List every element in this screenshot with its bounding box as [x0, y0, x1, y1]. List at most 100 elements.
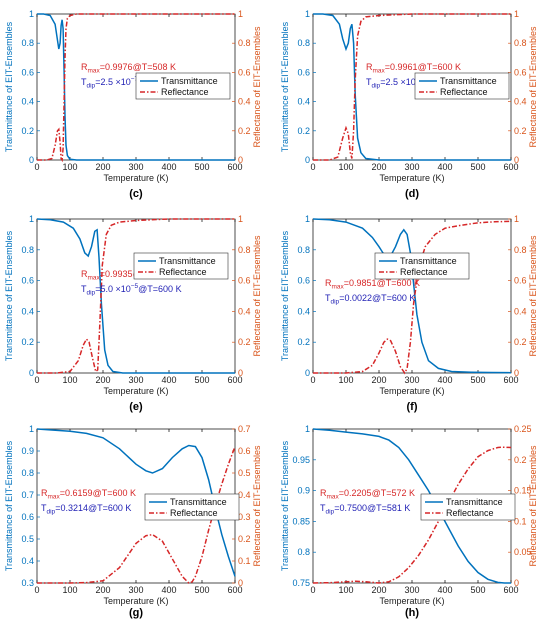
x-tick-label: 0: [310, 585, 315, 595]
x-tick-label: 300: [128, 162, 143, 172]
y-tick-label: 0.6: [21, 67, 34, 77]
tdip-prefix: T: [41, 503, 47, 513]
x-tick-label: 200: [95, 162, 110, 172]
rmax-annotation: Rmax=0.9851@T=600 K: [325, 278, 420, 291]
tdip-prefix: T: [325, 293, 331, 303]
x-axis-label: Temperature (K): [379, 596, 444, 606]
legend-reflectance-label: Reflectance: [440, 87, 488, 97]
panel-caption: (e): [129, 401, 143, 413]
rmax-prefix: R: [325, 278, 332, 288]
chart-panel: 0 100 200 300 400 500 60000.20.40.60.8100.20.4…: [280, 9, 538, 200]
plot-frame: [312, 218, 512, 374]
y2-tick-label: 0.2: [514, 455, 527, 465]
x-tick-label: 0: [34, 162, 39, 172]
x-tick-label: 200: [371, 375, 386, 385]
x-axis-label: Temperature (K): [103, 386, 168, 396]
y2-tick-label: 0.5: [238, 468, 251, 478]
legend-box: [144, 493, 240, 521]
y-tick-label: 0.9: [21, 446, 34, 456]
x-tick-label: 300: [404, 585, 419, 595]
x-tick-label: 200: [95, 375, 110, 385]
rmax-prefix: R: [320, 488, 327, 498]
y-tick-label: 0.2: [297, 126, 310, 136]
x-tick-label: 600: [227, 585, 242, 595]
y-axis-label: Transmittance of EIT-Ensembles: [280, 230, 290, 361]
tdip-text: =5.0 ×10: [95, 284, 131, 294]
y2-axis-label: Reflectance of EIT-Ensembles: [528, 26, 538, 148]
panel-caption: (g): [129, 607, 143, 619]
y2-tick-label: 0.8: [514, 38, 527, 48]
y-tick-label: 0.5: [21, 534, 34, 544]
y-tick-label: 0: [305, 155, 310, 165]
y2-tick-label: 0.3: [238, 512, 251, 522]
y-axis-label: Transmittance of EIT-Ensembles: [280, 440, 290, 571]
y2-tick-label: 0.2: [238, 534, 251, 544]
legend-box: [414, 72, 510, 100]
x-tick-label: 600: [503, 375, 518, 385]
legend-transmittance-label: Transmittance: [440, 76, 497, 86]
y2-tick-label: 0: [514, 368, 519, 378]
x-tick-label: 500: [194, 375, 209, 385]
tdip-prefix: T: [366, 77, 372, 87]
x-tick-label: 200: [371, 585, 386, 595]
y-tick-label: 0.8: [297, 38, 310, 48]
y-tick-label: 1: [305, 9, 310, 19]
tdip-exponent: −7: [131, 76, 139, 83]
y2-tick-label: 0.15: [514, 486, 532, 496]
chart-panel: 0 100 200 300 400 500 60000.20.40.60.8100.20.4…: [280, 214, 538, 413]
rmax-annotation: Rmax=0.9976@T=508 K: [81, 62, 176, 75]
tdip-prefix: T: [81, 284, 87, 294]
y2-axis-label: Reflectance of EIT-Ensembles: [252, 26, 262, 148]
rmax-prefix: R: [81, 269, 88, 279]
transmittance-line: [36, 218, 235, 374]
rmax-sub: max: [88, 275, 101, 282]
legend-box: [135, 72, 231, 100]
tdip-post: @T=600 K: [138, 284, 181, 294]
y-tick-label: 0.6: [297, 67, 310, 77]
rmax-annotation: Rmax=0.2205@T=572 K: [320, 488, 415, 501]
y2-tick-label: 0.8: [514, 245, 527, 255]
y2-axis-label: Reflectance of EIT-Ensembles: [528, 235, 538, 357]
x-tick-label: 500: [470, 585, 485, 595]
reflectance-line: [312, 446, 512, 584]
chart-panel: 0 100 200 300 400 500 600 0.75 0.8 0.85 0.9 0.95 1 0 0…: [280, 424, 538, 619]
reflectance-line: [37, 13, 235, 163]
transmittance-line: [313, 13, 511, 161]
transmittance-line: [312, 218, 512, 374]
y2-axis-label: Reflectance of EIT-Ensembles: [528, 445, 538, 567]
y2-tick-label: 0.7: [238, 424, 251, 434]
legend-transmittance-label: Transmittance: [446, 497, 503, 507]
legend-reflectance-label: Reflectance: [159, 267, 207, 277]
x-tick-label: 100: [62, 375, 77, 385]
y-tick-label: 0.8: [21, 468, 34, 478]
legend-transmittance-label: Transmittance: [400, 256, 457, 266]
legend-box: [374, 252, 470, 280]
rmax-prefix: R: [366, 62, 373, 72]
y-tick-label: 0.4: [21, 306, 34, 316]
legend-transmittance-label: Transmittance: [159, 256, 216, 266]
rmax-text: =0.9976@T=508 K: [100, 62, 176, 72]
y2-tick-label: 0.2: [514, 126, 527, 136]
y2-tick-label: 0.2: [238, 337, 251, 347]
y2-tick-label: 0.2: [238, 126, 251, 136]
x-tick-label: 400: [437, 162, 452, 172]
x-tick-label: 100: [338, 375, 353, 385]
legend-box: [420, 493, 516, 521]
y2-tick-label: 0.4: [238, 490, 251, 500]
rmax-prefix: R: [41, 488, 48, 498]
transmittance-line: [312, 428, 511, 584]
y2-tick-label: 1: [514, 9, 519, 19]
x-tick-label: 300: [404, 375, 419, 385]
x-tick-label: 500: [470, 375, 485, 385]
x-tick-label: 100: [338, 585, 353, 595]
y2-tick-label: 0.1: [514, 516, 527, 526]
y2-tick-label: 0.4: [514, 306, 527, 316]
rmax-text: =0.2205@T=572 K: [339, 488, 415, 498]
panel-caption: (f): [407, 401, 418, 413]
x-tick-label: 500: [194, 585, 209, 595]
x-axis-label: Temperature (K): [379, 386, 444, 396]
